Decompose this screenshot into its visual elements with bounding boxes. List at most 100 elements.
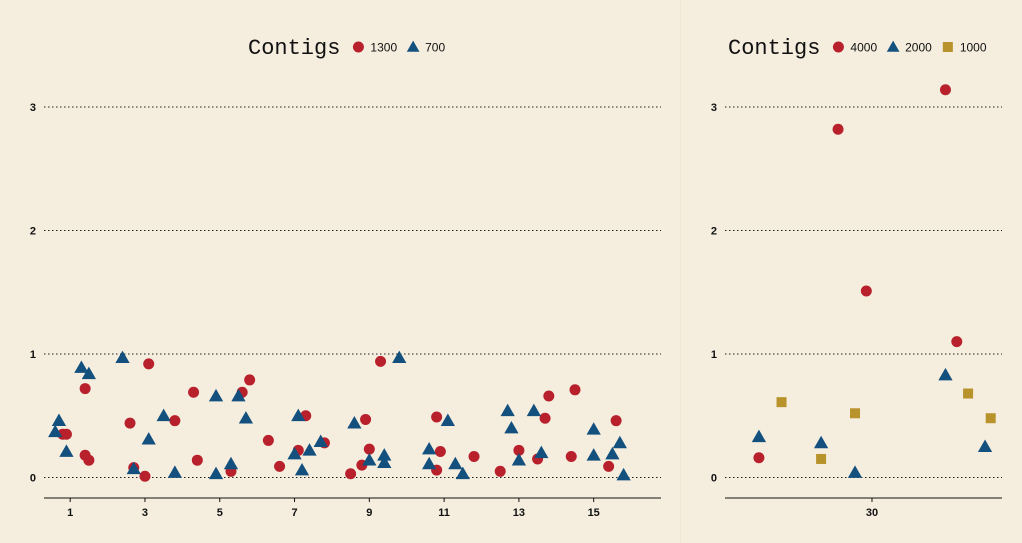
data-point-700-29	[455, 466, 470, 480]
data-point-1300-36	[603, 460, 615, 472]
data-point-700-33	[526, 403, 541, 417]
data-point-700-5	[115, 350, 130, 364]
data-point-700-16	[291, 408, 306, 422]
legend-label-1000: 1000	[960, 41, 987, 55]
data-point-700-34	[534, 445, 549, 459]
data-point-1300-20	[345, 468, 357, 480]
data-point-700-25	[422, 441, 437, 455]
data-point-1000-1	[816, 453, 827, 464]
data-point-700-36	[586, 448, 601, 461]
data-point-700-22	[377, 448, 392, 461]
data-point-1300-22	[360, 413, 372, 425]
data-point-1300-27	[434, 446, 446, 458]
legend-marker-2000	[886, 40, 900, 52]
chart-panel-left: 0 1 2 3 1 3 5 7 9 11 13 15 Contigs 1300 700	[29, 36, 661, 519]
data-point-700-1	[51, 413, 67, 427]
data-point-1300-16	[274, 460, 286, 472]
data-point-1300-28	[468, 450, 480, 462]
data-point-1300-15	[262, 434, 274, 446]
data-point-700-9	[167, 465, 183, 478]
legend-marker-4000	[832, 41, 844, 53]
x-tick-label-11: 11	[438, 507, 450, 519]
data-point-700-28	[448, 456, 463, 470]
data-point-4000-2	[860, 285, 872, 297]
data-point-700-7	[141, 432, 156, 445]
x-tick-label-5: 5	[217, 507, 223, 519]
data-point-700-38	[612, 435, 627, 449]
data-point-700-27	[440, 413, 455, 427]
data-point-2000-4	[977, 439, 993, 452]
data-point-1000-0	[776, 397, 787, 408]
data-point-700-14	[238, 411, 254, 424]
data-point-1300-29	[494, 465, 506, 477]
data-point-4000-0	[753, 452, 765, 464]
data-point-1300-1	[60, 428, 72, 440]
data-point-700-4	[81, 366, 97, 380]
data-point-700-6	[126, 461, 141, 475]
x-tick-label-1: 1	[67, 507, 73, 519]
legend-label-4000: 4000	[850, 41, 877, 55]
legend-label-700: 700	[425, 41, 445, 55]
data-point-1300-5	[124, 417, 136, 429]
data-point-700-39	[616, 467, 631, 481]
data-point-1300-23	[363, 443, 375, 455]
data-point-1300-35	[569, 384, 581, 396]
data-point-4000-4	[951, 336, 963, 348]
y-tick-label-1: 1	[30, 349, 36, 361]
y-tick-label-2: 2	[30, 226, 36, 238]
data-point-1300-7	[139, 470, 151, 482]
y-tick-label-1: 1	[711, 349, 717, 361]
chart-title: Contigs	[728, 36, 820, 61]
data-point-1300-34	[565, 450, 577, 462]
y-tick-label-0: 0	[30, 472, 36, 484]
y-tick-label-0: 0	[711, 472, 717, 484]
x-tick-label-9: 9	[366, 507, 372, 519]
data-point-2000-1	[813, 435, 829, 449]
legend-marker-700	[406, 40, 420, 52]
panel-divider	[680, 0, 681, 543]
data-point-700-31	[504, 420, 519, 434]
data-point-1300-8	[143, 358, 155, 370]
data-point-700-2	[59, 444, 74, 457]
data-point-2000-3	[938, 367, 953, 381]
chart-title: Contigs	[248, 36, 340, 61]
data-point-700-32	[511, 453, 527, 466]
data-point-1300-9	[169, 415, 181, 427]
data-point-1300-32	[539, 412, 551, 424]
legend-marker-1300	[352, 41, 364, 53]
data-point-1000-3	[963, 388, 974, 399]
data-point-700-12	[223, 456, 239, 470]
data-point-1300-30	[513, 444, 525, 456]
data-point-700-21	[362, 453, 377, 466]
data-point-1300-10	[188, 386, 200, 398]
y-tick-label-3: 3	[30, 102, 36, 114]
data-point-700-20	[347, 416, 362, 429]
x-tick-label-13: 13	[513, 507, 525, 519]
data-point-1300-26	[431, 411, 443, 423]
data-point-700-35	[586, 422, 601, 435]
data-point-700-3	[74, 360, 89, 373]
data-point-700-37	[605, 446, 620, 460]
data-point-700-15	[287, 446, 302, 460]
x-tick-label-15: 15	[588, 507, 600, 519]
data-point-700-24	[392, 350, 407, 364]
data-point-1300-2	[79, 383, 91, 395]
data-point-700-10	[208, 388, 224, 402]
y-tick-label-2: 2	[711, 226, 717, 238]
data-point-2000-2	[847, 465, 863, 478]
data-point-700-30	[500, 403, 515, 417]
legend-label-1300: 1300	[370, 41, 397, 55]
data-point-700-26	[422, 456, 437, 470]
data-point-700-19	[313, 434, 328, 448]
data-point-700-13	[231, 388, 246, 402]
data-point-700-8	[156, 408, 171, 422]
data-point-1300-33	[543, 390, 555, 402]
data-point-1300-14	[244, 374, 256, 386]
data-point-1000-4	[985, 413, 996, 424]
data-point-700-11	[208, 466, 224, 480]
x-tick-label-30: 30	[866, 507, 878, 519]
data-point-4000-1	[832, 123, 844, 135]
x-tick-label-3: 3	[142, 507, 148, 519]
data-point-1300-37	[610, 415, 622, 427]
